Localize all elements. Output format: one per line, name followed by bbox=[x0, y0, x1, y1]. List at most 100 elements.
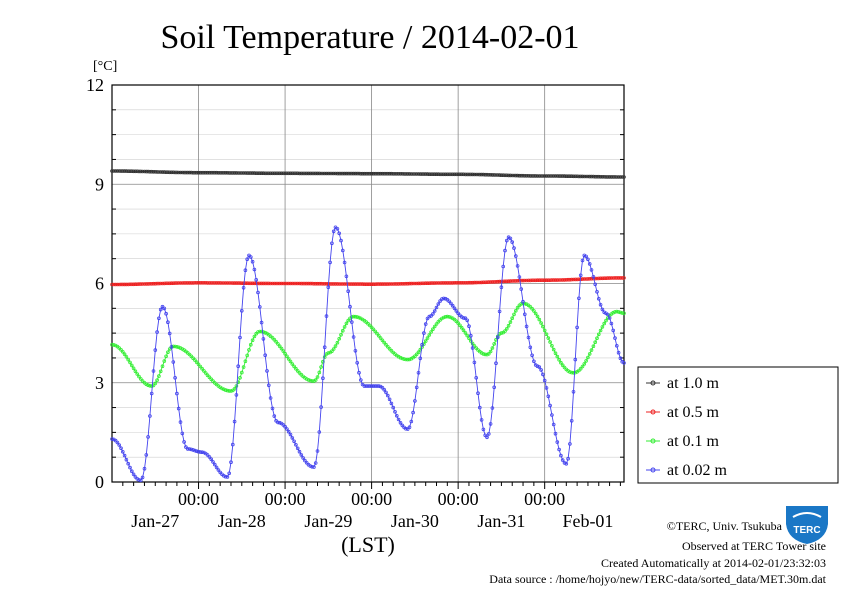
series-point bbox=[560, 363, 565, 368]
series-point bbox=[126, 461, 130, 466]
series-point bbox=[465, 280, 470, 285]
series-point bbox=[524, 324, 529, 329]
series-point bbox=[560, 174, 565, 178]
series-point bbox=[274, 339, 278, 344]
series-point bbox=[494, 279, 498, 284]
legend-swatch-marker bbox=[650, 467, 656, 473]
y-tick-label: 12 bbox=[86, 75, 104, 95]
series-point bbox=[306, 281, 311, 286]
series-point bbox=[566, 174, 570, 179]
series-point bbox=[373, 329, 378, 334]
series-point bbox=[353, 282, 358, 286]
series-point bbox=[252, 334, 257, 339]
series-point bbox=[539, 174, 543, 178]
series-point bbox=[243, 359, 248, 364]
series-point bbox=[614, 175, 619, 179]
series-point bbox=[427, 172, 432, 177]
series-point bbox=[472, 360, 477, 365]
series-point bbox=[472, 280, 477, 285]
series-point bbox=[187, 281, 192, 285]
series-point bbox=[193, 280, 197, 285]
series-point bbox=[252, 171, 257, 175]
series-point bbox=[485, 435, 489, 440]
series-point bbox=[331, 282, 336, 286]
series-point bbox=[203, 170, 208, 175]
series-point bbox=[602, 321, 606, 326]
series-point bbox=[530, 278, 534, 283]
series-point bbox=[560, 458, 565, 462]
series-point bbox=[409, 281, 414, 286]
series-point bbox=[512, 173, 516, 178]
series-point bbox=[440, 281, 444, 285]
series-point bbox=[522, 174, 527, 178]
series-point bbox=[513, 254, 518, 258]
series-point bbox=[512, 279, 516, 283]
series-point bbox=[227, 171, 232, 175]
series-point bbox=[146, 383, 150, 388]
series-point bbox=[339, 282, 343, 286]
series-point bbox=[167, 347, 172, 351]
series-point bbox=[203, 371, 208, 375]
series-point bbox=[351, 314, 356, 319]
series-point bbox=[130, 469, 134, 474]
series-point bbox=[339, 238, 343, 243]
series-point bbox=[414, 385, 419, 390]
series-line bbox=[111, 302, 625, 392]
series-point bbox=[420, 172, 424, 176]
series-point bbox=[604, 276, 608, 281]
series-point bbox=[551, 347, 556, 352]
series-point bbox=[250, 338, 255, 343]
series-point bbox=[405, 281, 410, 286]
series-point bbox=[492, 342, 497, 346]
x-tick-date-label: Jan-27 bbox=[131, 511, 179, 531]
series-point bbox=[238, 281, 242, 285]
series-point bbox=[369, 325, 374, 330]
series-point bbox=[153, 281, 158, 286]
series-point bbox=[288, 281, 293, 286]
series-point bbox=[178, 170, 183, 175]
series-point bbox=[164, 311, 168, 316]
series-point bbox=[351, 282, 356, 286]
series-point bbox=[591, 174, 596, 179]
series-point bbox=[122, 169, 127, 173]
series-point bbox=[468, 172, 473, 177]
series-point bbox=[191, 356, 195, 361]
series-point bbox=[304, 460, 309, 465]
series-point bbox=[133, 475, 138, 479]
series-point bbox=[620, 311, 624, 315]
terc-logo: TERC bbox=[786, 506, 828, 544]
series-point bbox=[256, 330, 260, 334]
series-point bbox=[391, 405, 396, 410]
series-point bbox=[618, 356, 623, 361]
series-point bbox=[481, 427, 486, 432]
series-point bbox=[582, 174, 587, 179]
series-point bbox=[429, 172, 433, 177]
series-point bbox=[348, 171, 352, 176]
series-point bbox=[569, 277, 574, 282]
series-point bbox=[553, 278, 558, 282]
series-point bbox=[595, 336, 599, 341]
series-point bbox=[322, 355, 327, 359]
series-point bbox=[200, 450, 204, 455]
series-point bbox=[362, 384, 367, 388]
observed-text: Observed at TERC Tower site bbox=[682, 539, 826, 553]
series-point bbox=[522, 278, 527, 283]
series-point bbox=[575, 174, 579, 179]
series-point bbox=[131, 366, 136, 371]
series-point bbox=[232, 171, 237, 175]
series-point bbox=[559, 453, 563, 458]
series-point bbox=[441, 315, 446, 320]
series-point bbox=[416, 370, 421, 375]
series-point bbox=[486, 280, 491, 284]
series-point bbox=[503, 279, 507, 284]
series-point bbox=[396, 282, 401, 286]
series-point bbox=[306, 171, 311, 176]
series-point bbox=[303, 171, 307, 176]
series-point bbox=[276, 420, 280, 425]
series-point bbox=[196, 449, 201, 454]
series-point bbox=[162, 281, 167, 286]
series-point bbox=[495, 173, 500, 177]
series-point bbox=[344, 274, 349, 279]
series-point bbox=[337, 171, 342, 176]
series-point bbox=[117, 346, 121, 350]
